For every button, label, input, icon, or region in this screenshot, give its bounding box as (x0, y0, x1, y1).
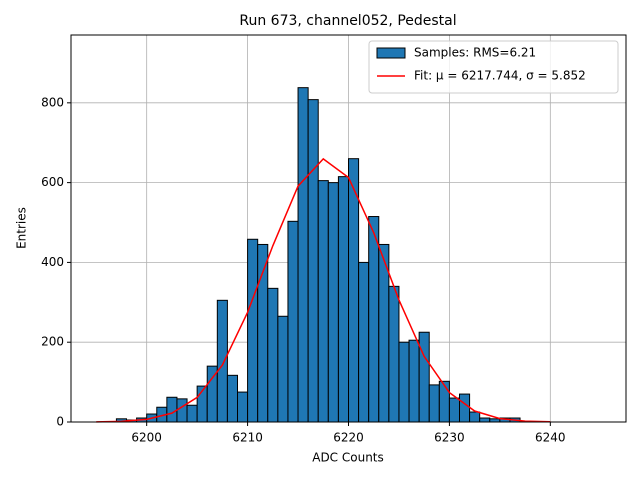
histogram-bar (438, 380, 450, 423)
y-tick-label: 800 (41, 95, 64, 109)
histogram-bar (418, 331, 430, 423)
y-tick-label: 400 (41, 255, 64, 269)
y-tick-label: 600 (41, 175, 64, 189)
histogram-bar (337, 176, 349, 423)
histogram-bar (267, 287, 279, 423)
x-tick-label: 6200 (131, 431, 162, 445)
histogram-bar (176, 398, 188, 423)
histogram-bar (287, 220, 299, 423)
histogram-bar (459, 393, 471, 423)
legend-label: Fit: μ = 6217.744, σ = 5.852 (414, 69, 586, 83)
histogram-bar (398, 341, 410, 423)
x-axis-label: ADC Counts (312, 451, 384, 465)
y-tick-label: 200 (41, 335, 64, 349)
histogram-bar (469, 411, 481, 423)
chart-title: Run 673, channel052, Pedestal (239, 13, 456, 29)
histogram-bar (428, 384, 440, 423)
legend-label: Samples: RMS=6.21 (414, 46, 536, 60)
histogram-bar (277, 315, 289, 423)
histogram-bar (368, 216, 380, 423)
histogram-bar (317, 180, 329, 423)
histogram-bar (408, 339, 420, 423)
legend-box (368, 40, 619, 94)
x-tick-label: 6220 (333, 431, 364, 445)
histogram-bar (479, 417, 491, 423)
ticks: 6200 6210 6220 6230 6240 0 200 400 600 800 (41, 95, 565, 444)
histogram-bar (216, 299, 228, 423)
histogram-bar (186, 404, 198, 423)
x-tick-label: 6230 (434, 431, 465, 445)
x-tick-label: 6240 (535, 431, 566, 445)
fit-line (96, 157, 551, 423)
histogram-bar (388, 285, 400, 423)
histogram-bar (348, 158, 360, 423)
histogram-bar (297, 87, 309, 423)
histogram-bar (237, 391, 249, 423)
x-tick-label: 6210 (232, 431, 263, 445)
y-tick-label: 0 (56, 415, 64, 429)
histogram-bar (247, 238, 259, 423)
y-axis-label: Entries (15, 207, 29, 249)
histogram-bar (166, 396, 178, 423)
histogram-bar (327, 182, 339, 423)
histogram-bar (358, 261, 370, 423)
legend-swatch (376, 47, 406, 59)
histogram-bar (448, 397, 460, 423)
legend: Samples: RMS=6.21 Fit: μ = 6217.744, σ = … (368, 40, 619, 94)
histogram-bar (226, 374, 238, 423)
histogram-bar (307, 99, 319, 423)
